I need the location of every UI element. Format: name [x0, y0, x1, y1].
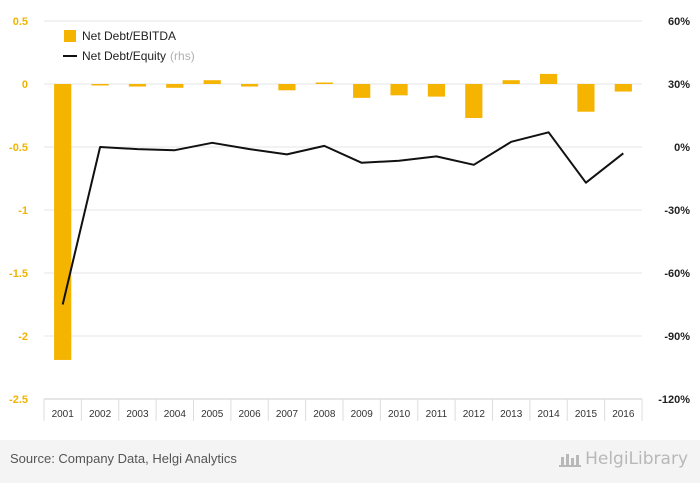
brand-name: HelgiLibrary [585, 449, 688, 469]
bar-2006[interactable] [240, 84, 259, 87]
legend-label-bar: Net Debt/EBITDA [82, 29, 176, 43]
x-tick-label: 2010 [388, 409, 411, 420]
y-left-tick-label: -2.5 [9, 394, 28, 406]
bar-2004[interactable] [166, 84, 184, 88]
x-tick-label: 2005 [201, 409, 224, 420]
line-point-2004[interactable] [172, 147, 178, 153]
legend-label-line-name: Net Debt/Equity [82, 49, 166, 63]
line-point-2015[interactable] [583, 180, 589, 186]
x-axis-labels: 2001 2002 2003 2004 2005 2006 2007 2008 2009 2010… [52, 409, 635, 420]
bar-2014[interactable] [539, 73, 558, 84]
bar-series [54, 73, 632, 360]
line-point-2013[interactable] [508, 139, 514, 145]
bar-2010[interactable] [390, 84, 408, 96]
x-tick-label: 2006 [238, 409, 261, 420]
line-point-2001[interactable] [60, 302, 66, 308]
line-point-2016[interactable] [620, 150, 626, 156]
y-right-tick-label: 0% [674, 142, 690, 154]
line-point-2011[interactable] [433, 153, 439, 159]
x-tick-label: 2001 [52, 409, 75, 420]
y-left-tick-label: -1 [18, 205, 28, 217]
y-right-tick-label: -30% [664, 205, 690, 217]
bar-2011[interactable] [427, 84, 446, 97]
y-right-tick-label: -60% [664, 268, 690, 280]
combo-chart: 0.5 0 -0.5 -1 -1.5 -2 -2.5 60% 30% 0% -30% -60% -90… [9, 16, 690, 421]
bar-2007[interactable] [278, 84, 296, 91]
y-left-tick-label: 0 [22, 79, 28, 91]
x-tick-label: 2016 [612, 409, 635, 420]
x-tick-label: 2008 [313, 409, 336, 420]
x-tick-label: 2014 [537, 409, 560, 420]
legend: Net Debt/EBITDA Net Debt/Equity (rhs) [63, 29, 195, 63]
footer: Source: Company Data, Helgi Analytics He… [0, 440, 700, 483]
bar-2015[interactable] [577, 84, 595, 112]
y-left-tick-label: -0.5 [9, 142, 28, 154]
line-series [60, 129, 626, 308]
y-left-tick-label: -1.5 [9, 268, 28, 280]
line-point-2012[interactable] [471, 162, 477, 168]
source-text: Source: Company Data, Helgi Analytics [10, 451, 237, 466]
y-right-tick-label: -120% [658, 394, 690, 406]
y-right-tick-label: -90% [664, 331, 690, 343]
x-tick-label: 2003 [126, 409, 149, 420]
x-tick-label: 2007 [276, 409, 299, 420]
line-point-2002[interactable] [97, 144, 103, 150]
x-tick-label: 2002 [89, 409, 112, 420]
line-point-2010[interactable] [396, 158, 402, 164]
x-tick-label: 2009 [351, 409, 374, 420]
line-point-2014[interactable] [546, 129, 552, 135]
bar-2013[interactable] [502, 80, 520, 84]
legend-label-line-note: (rhs) [170, 49, 195, 63]
x-axis [43, 398, 643, 421]
line-point-2007[interactable] [284, 151, 290, 157]
x-tick-label: 2015 [575, 409, 598, 420]
bar-2009[interactable] [353, 84, 371, 98]
library-icon [559, 451, 582, 467]
legend-swatch-bar [64, 30, 76, 42]
bar-2001[interactable] [54, 84, 72, 360]
bar-2008[interactable] [315, 82, 333, 85]
y-left-tick-label: -2 [18, 331, 28, 343]
bar-2002[interactable] [91, 84, 109, 86]
x-tick-label: 2004 [164, 409, 187, 420]
y-axis-right: 60% 30% 0% -30% -60% -90% -120% [658, 16, 690, 406]
bar-2003[interactable] [128, 84, 147, 87]
x-tick-label: 2013 [500, 409, 523, 420]
net-debt-equity-line[interactable] [61, 131, 624, 305]
y-left-tick-label: 0.5 [13, 16, 28, 28]
bar-2016[interactable] [614, 84, 632, 92]
y-right-tick-label: 60% [668, 16, 690, 28]
bar-2012[interactable] [465, 84, 483, 119]
x-tick-label: 2011 [426, 409, 448, 420]
line-point-2008[interactable] [321, 143, 327, 149]
line-point-2006[interactable] [247, 146, 253, 152]
y-right-tick-label: 30% [668, 79, 690, 91]
y-axis-left: 0.5 0 -0.5 -1 -1.5 -2 -2.5 [9, 16, 28, 406]
line-point-2005[interactable] [209, 140, 215, 146]
brand-logo[interactable]: HelgiLibrary [559, 449, 688, 469]
line-point-2003[interactable] [134, 146, 140, 152]
bar-2005[interactable] [203, 80, 221, 84]
line-point-2009[interactable] [359, 160, 365, 166]
x-tick-label: 2012 [463, 409, 486, 420]
legend-label-line: Net Debt/Equity (rhs) [82, 49, 195, 63]
gridlines [44, 20, 642, 337]
